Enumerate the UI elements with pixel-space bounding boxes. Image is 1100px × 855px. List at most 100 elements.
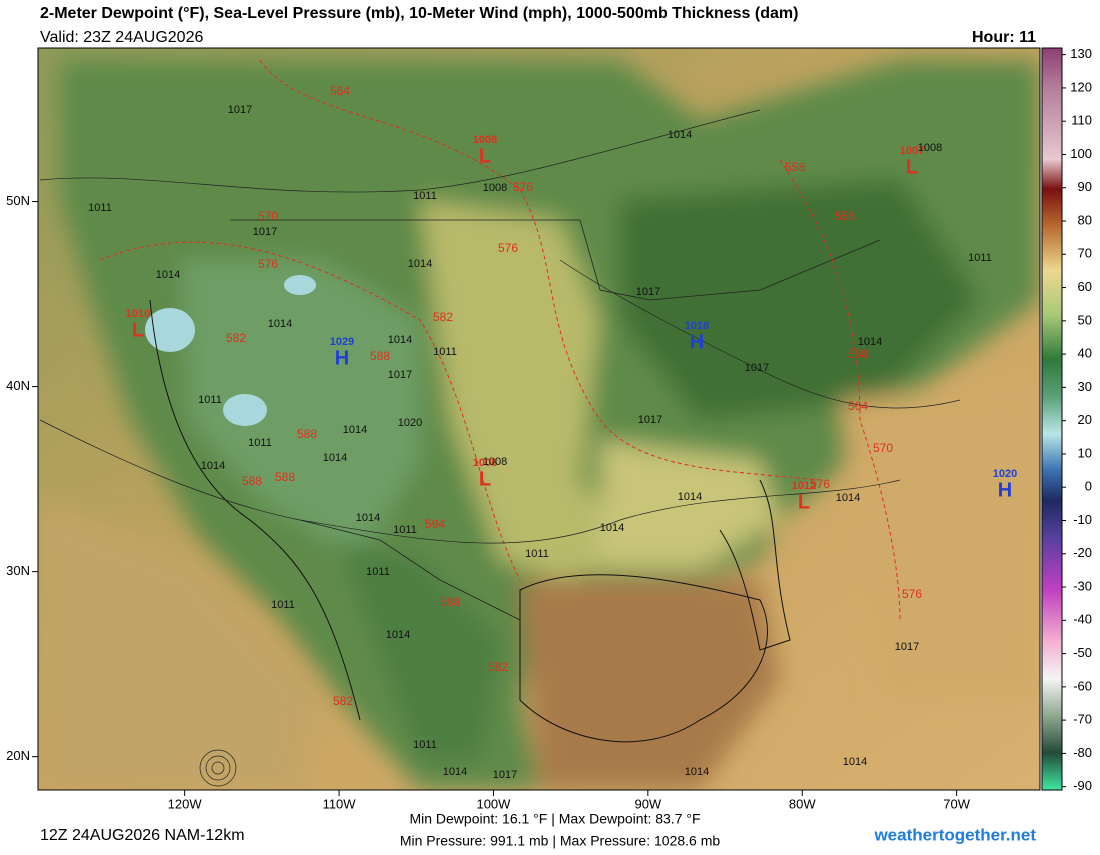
pressure-letter: H	[335, 347, 349, 369]
pressure-letter: L	[906, 156, 918, 178]
grid-borders	[230, 219, 881, 621]
pressure-letter: L	[798, 491, 810, 513]
pressure-value: 1018	[685, 320, 709, 332]
map-frame	[37, 47, 1041, 791]
colorbar-tick-label: -70	[1073, 712, 1092, 727]
colorbar-tick-label: 10	[1078, 445, 1092, 460]
isobar-label: 1014	[685, 766, 709, 778]
dry-area	[284, 275, 316, 295]
dry-area	[223, 394, 267, 426]
pressure-letter: L	[132, 319, 144, 341]
thickness-label: 582	[226, 331, 246, 345]
coastline	[149, 299, 361, 721]
colorbar-tick-label: 130	[1070, 46, 1092, 61]
coastline	[519, 574, 768, 743]
site-link[interactable]: weathertogether.net	[873, 825, 1036, 844]
thickness-label: 582	[333, 694, 353, 708]
isobar-label: 1014	[843, 756, 867, 768]
thickness-label: 594	[425, 517, 445, 531]
thickness-label: 582	[433, 310, 453, 324]
dry-area	[145, 308, 195, 352]
isobar-label: 1011	[271, 599, 295, 611]
thickness-label: 588	[275, 470, 295, 484]
pressure-value: 1020	[993, 468, 1017, 480]
pressure-value: 1012	[792, 480, 816, 492]
isobar-label: 1011	[968, 252, 992, 264]
isobar-label: 1008	[483, 456, 507, 468]
thickness-label: 576	[513, 180, 533, 194]
pressure-value: 1008	[473, 134, 497, 146]
colorbar-tick-label: -20	[1073, 545, 1092, 560]
isobar-label: 1014	[858, 336, 882, 348]
isobar-label: 1011	[198, 394, 222, 406]
y-tick-label: 40N	[6, 378, 30, 393]
x-tick-label: 80W	[789, 796, 816, 811]
map-ticks: 120W 110W 100W 90W 80W 70W 50N 40N 30N 20N	[6, 193, 971, 811]
thickness-label: 576	[902, 587, 922, 601]
x-tick-label: 90W	[634, 796, 661, 811]
colorbar-tick-label: -40	[1073, 612, 1092, 627]
colorbar-tick-label: 120	[1070, 79, 1092, 94]
thickness-label: 558	[835, 209, 855, 223]
thickness-label: 576	[498, 241, 518, 255]
isobar-label: 1014	[201, 460, 225, 472]
colorbar	[1041, 47, 1063, 791]
isobar-label: 1017	[228, 104, 252, 116]
x-tick-label: 70W	[943, 796, 970, 811]
pressure-value: 1010	[126, 308, 150, 320]
thickness-label: 588	[440, 595, 460, 609]
isobar-label: 1017	[636, 286, 660, 298]
y-tick-label: 30N	[6, 563, 30, 578]
isobar-label: 1014	[356, 512, 380, 524]
isobar-label: 1014	[836, 492, 860, 504]
pressure-value: 1006	[473, 457, 497, 469]
thickness-label: 576	[258, 257, 278, 271]
thickness-label: 564	[330, 84, 350, 98]
colorbar-tick-label: -50	[1073, 645, 1092, 660]
colorbar-tick-label: 60	[1078, 279, 1092, 294]
isobar-label: 1011	[525, 548, 549, 560]
colorbar-tick-label: 70	[1078, 246, 1092, 261]
thickness-label: 576	[810, 477, 830, 491]
isobar-label: 1014	[388, 334, 412, 346]
isobar-label: 1017	[895, 641, 919, 653]
thickness-label: 588	[297, 427, 317, 441]
x-tick-label: 100W	[476, 796, 511, 811]
valid-time: Valid: 23Z 24AUG2026	[40, 29, 203, 46]
isobar-label: 1014	[343, 424, 367, 436]
isobar-label: 1008	[483, 182, 507, 194]
isobar-label: 1014	[156, 269, 180, 281]
thickness-label: 582	[488, 660, 508, 674]
y-tick-label: 20N	[6, 748, 30, 763]
isobar-label: 1011	[248, 437, 272, 449]
colorbar-tick-label: -60	[1073, 678, 1092, 693]
isobar-label: 1014	[268, 318, 292, 330]
isobar-label: 1014	[386, 629, 410, 641]
pressure-letter: H	[690, 331, 704, 353]
pressure-letter: H	[998, 479, 1012, 501]
isobar-label: 1011	[366, 566, 390, 578]
colorbar-tick-label: -10	[1073, 512, 1092, 527]
thickness-label: 588	[370, 349, 390, 363]
colorbar-tick-label: -30	[1073, 578, 1092, 593]
isobar-label: 1017	[253, 226, 277, 238]
colorbar-tick-label: 90	[1078, 179, 1092, 194]
isobar-label: 1011	[413, 190, 437, 202]
dewpoint-field	[40, 60, 1040, 790]
pressure-value: 1029	[330, 336, 354, 348]
thickness-label: 570	[873, 441, 893, 455]
model-run: 12Z 24AUG2026 NAM-12km	[40, 827, 245, 844]
isobar-label: 1017	[638, 414, 662, 426]
isobar-label: 1014	[323, 452, 347, 464]
y-tick-label: 50N	[6, 193, 30, 208]
isobar-label: 1020	[398, 417, 422, 429]
colorbar-tick-label: 80	[1078, 212, 1092, 227]
dewpoint-stats: Min Dewpoint: 16.1 °F | Max Dewpoint: 83…	[409, 811, 700, 827]
thickness-label: 558	[848, 347, 868, 361]
isobar-label: 1017	[493, 769, 517, 781]
colorbar-tick-label: 20	[1078, 412, 1092, 427]
isobar-label: 1014	[668, 129, 692, 141]
